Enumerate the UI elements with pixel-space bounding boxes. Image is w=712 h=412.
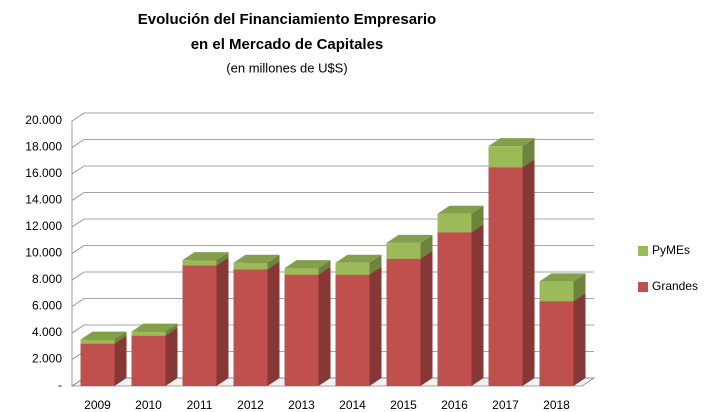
grid-line [71,139,594,148]
grid-line [71,112,594,122]
bar-side [318,266,331,386]
bar-top [233,254,280,263]
grid-line [71,218,594,228]
x-tick-label: 2010 [135,398,162,412]
bar-side [114,331,127,344]
bar-side [165,323,178,336]
legend-swatch [638,282,648,292]
bar-side [318,260,331,275]
bar-side [216,252,229,266]
bar-side [369,266,382,386]
bar-side [522,159,535,386]
bar-side [471,205,484,233]
bar-top [284,260,331,269]
bar-side [267,254,280,270]
y-tick-label: 14.000 [25,193,62,207]
bar-top [335,254,382,263]
bar-top [539,273,586,282]
bar [80,339,115,344]
y-tick-label: 6.000 [32,299,62,313]
bar-top [488,138,535,147]
y-tick-label: 12.000 [25,219,62,233]
bar [131,335,166,386]
x-tick-label: 2015 [390,398,417,412]
bar [80,343,115,386]
bar-top [386,234,433,243]
bar [539,281,574,302]
bar-side [216,257,229,386]
bar-top [131,323,178,332]
x-tick-label: 2012 [237,398,264,412]
chart-subtitle: (en millones de U$S) [226,60,347,75]
bar-side [573,273,586,302]
bar-side [471,224,484,386]
chart-title: en el Mercado de Capitales [191,36,384,53]
x-tick-label: 2014 [339,398,366,412]
bar-top [182,252,229,261]
bar [284,274,319,386]
bar-side [165,327,178,386]
bar [284,268,319,275]
bar [386,258,421,386]
bar [488,167,523,386]
x-tick-label: 2011 [187,398,213,412]
x-tick-label: 2009 [84,398,111,412]
legend-label: PyMEs [652,243,690,257]
bar-side [420,234,433,259]
bar [386,242,421,259]
chart-title: Evolución del Financiamiento Empresario [138,11,436,28]
bar [182,265,217,386]
y-tick-label: 18.000 [25,140,62,154]
x-tick-label: 2016 [441,398,468,412]
y-tick-label: 4.000 [32,325,62,339]
bar-side [267,261,280,386]
bar-side [573,293,586,386]
bar [233,269,268,386]
bar [233,262,268,270]
y-tick-label: 10.000 [25,246,62,260]
x-tick-label: 2018 [543,398,570,412]
legend-swatch [638,246,648,256]
x-tick-label: 2017 [492,398,519,412]
grid-line [71,165,594,175]
bar [335,262,370,275]
bar-side [369,254,382,275]
bar-side [114,335,127,386]
grid-line [71,192,594,201]
bar [335,274,370,386]
bar-side [420,250,433,386]
x-tick-label: 2013 [288,398,315,412]
y-tick-label: 8.000 [32,272,62,286]
y-tick-label: 2.000 [32,352,62,366]
bar-side [522,138,535,168]
bar [539,301,574,386]
bar [182,260,217,266]
bar [488,146,523,168]
legend-label: Grandes [652,279,698,293]
bar [437,213,472,233]
bar-top [80,331,127,340]
bar [437,232,472,386]
y-tick-label: 16.000 [25,166,62,180]
y-tick-label: 20.000 [25,113,62,127]
y-tick-label: - [58,378,62,392]
bar-top [437,205,484,214]
bar [131,331,166,336]
